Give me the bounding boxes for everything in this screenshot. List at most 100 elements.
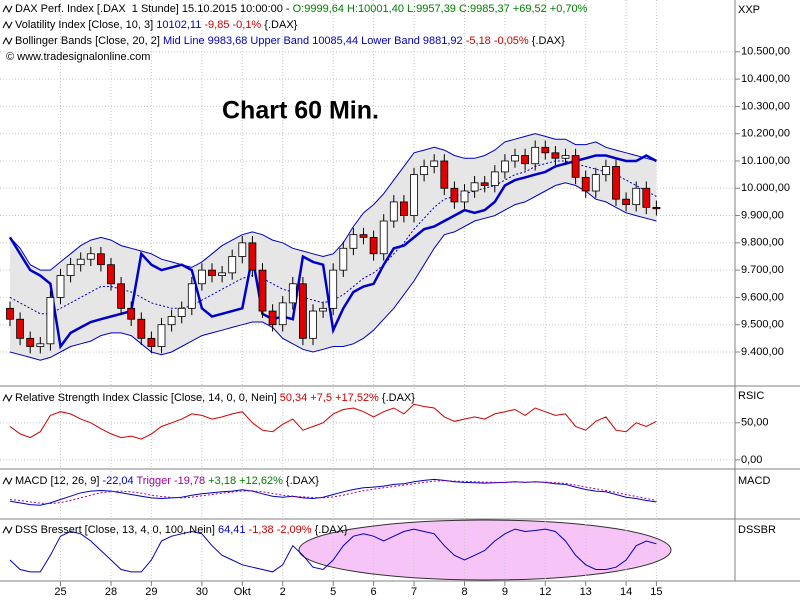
mark-layer bbox=[6, 133, 661, 573]
header-part: {.DAX} bbox=[529, 35, 565, 47]
x-tick-label: Okt bbox=[234, 586, 251, 598]
y-tick-label: 10.300,00 bbox=[741, 100, 790, 112]
header-text: Relative Strength Index Classic [Close, … bbox=[15, 392, 415, 404]
candle-body bbox=[369, 236, 378, 255]
axis-label: MACD bbox=[738, 475, 770, 487]
candle-body bbox=[309, 310, 317, 339]
y-tick-label: 10.100,00 bbox=[741, 155, 790, 167]
candle-body bbox=[632, 187, 641, 206]
text-layer: Chart 60 Min. © www.tradesignalonline.co… bbox=[2, 3, 790, 598]
candle-body bbox=[612, 166, 620, 200]
candle-body bbox=[66, 264, 75, 276]
candle-body bbox=[167, 316, 176, 326]
y-tick-label: 9.500,00 bbox=[741, 319, 784, 331]
candle-body bbox=[218, 272, 227, 276]
header-part: 10102,11 bbox=[156, 19, 201, 31]
series-line bbox=[9, 182, 657, 361]
candle-body bbox=[652, 206, 661, 210]
header-icon bbox=[2, 525, 13, 535]
series-line bbox=[9, 480, 657, 505]
header-part: Trigger -19,78 bbox=[134, 475, 206, 487]
candle-body bbox=[440, 160, 449, 189]
candle-body bbox=[86, 253, 95, 260]
header-part: -5,18 -0,05% bbox=[463, 35, 529, 47]
header-icon bbox=[2, 476, 13, 486]
header-part: +3,18 +12,62% bbox=[205, 475, 283, 487]
candle-body bbox=[36, 343, 45, 347]
x-tick-label: 29 bbox=[145, 586, 157, 598]
y-tick-label: 9.800,00 bbox=[741, 237, 784, 249]
header-part: -1,38 -2,09% bbox=[246, 524, 312, 536]
x-tick-label: 5 bbox=[330, 586, 336, 598]
header-part: 64,41 bbox=[218, 524, 246, 536]
credit: © www.tradesignalonline.com bbox=[6, 51, 150, 63]
candle-body bbox=[339, 247, 348, 271]
header-part: -9,85 -0,1% bbox=[201, 19, 261, 31]
series-line bbox=[8, 154, 657, 350]
header-part: DSS Bressert [Close, 13, 4, 0, 100, Nein… bbox=[15, 524, 218, 536]
x-tick-label: 15 bbox=[650, 586, 662, 598]
x-tick-label: 9 bbox=[502, 586, 508, 598]
header-part: Mid Line 9983,68 Upper Band 10085,44 Low… bbox=[163, 35, 463, 47]
x-tick-label: 30 bbox=[196, 586, 208, 598]
candle-body bbox=[16, 318, 25, 339]
y-tick-label: 0,00 bbox=[741, 454, 762, 466]
y-tick-label: 10.500,00 bbox=[741, 46, 790, 58]
candle-body bbox=[127, 307, 136, 320]
header-part: -22,04 bbox=[102, 475, 133, 487]
candle-body bbox=[76, 258, 85, 266]
header-text: MACD [12, 26, 9] -22,04 Trigger -19,78 +… bbox=[15, 475, 319, 487]
x-tick-label: 8 bbox=[461, 586, 467, 598]
header-icon bbox=[2, 393, 13, 403]
candle-body bbox=[46, 297, 55, 345]
header-part: Volatility Index [Close, 10, 3] bbox=[15, 19, 156, 31]
candle-body bbox=[490, 171, 499, 186]
candle-body bbox=[420, 166, 429, 176]
candle-body bbox=[511, 155, 519, 162]
header-icon bbox=[2, 36, 13, 46]
header-part: {.DAX} bbox=[379, 392, 415, 404]
candle-body bbox=[197, 269, 206, 285]
candle-body bbox=[268, 310, 277, 326]
candle-body bbox=[470, 182, 479, 192]
series-line bbox=[9, 133, 657, 271]
candle-body bbox=[298, 283, 307, 339]
candle-body bbox=[349, 234, 358, 249]
candle-body bbox=[26, 337, 35, 347]
candle-body bbox=[107, 264, 115, 285]
y-tick-label: 9.700,00 bbox=[741, 264, 784, 276]
x-tick-label: 6 bbox=[371, 586, 377, 598]
x-tick-label: 14 bbox=[620, 586, 632, 598]
candle-body bbox=[521, 155, 529, 165]
candle-body bbox=[450, 187, 459, 203]
header-part: MACD [12, 26, 9] bbox=[15, 475, 102, 487]
candle-body bbox=[329, 269, 338, 309]
y-tick-label: 10.000,00 bbox=[741, 182, 790, 194]
header-icon bbox=[2, 4, 13, 14]
candle-body bbox=[379, 220, 388, 255]
header-icon bbox=[2, 20, 13, 30]
header-part: DAX Perf. Index [.DAX 1 Stunde] 15.10.20… bbox=[15, 3, 293, 15]
series-line bbox=[9, 478, 657, 506]
candle-body bbox=[278, 302, 287, 326]
candle-body bbox=[622, 198, 630, 206]
candle-body bbox=[551, 152, 560, 159]
x-tick-label: 7 bbox=[411, 586, 417, 598]
y-tick-label: 9.900,00 bbox=[741, 209, 784, 221]
y-tick-label: 10.400,00 bbox=[741, 73, 790, 85]
chart-title: Chart 60 Min. bbox=[222, 97, 379, 125]
x-tick-label: 2 bbox=[280, 586, 286, 598]
candle-body bbox=[157, 324, 166, 347]
candle-body bbox=[248, 242, 257, 271]
candle-body bbox=[389, 201, 398, 222]
header-part: {.DAX} bbox=[283, 475, 319, 487]
y-tick-label: 9.600,00 bbox=[741, 291, 784, 303]
candle-body bbox=[56, 275, 65, 298]
candle-body bbox=[642, 187, 651, 208]
axis-label: RSIC bbox=[738, 390, 764, 402]
y-tick-label: 10.200,00 bbox=[741, 128, 790, 140]
series-line bbox=[9, 403, 657, 440]
axis-label: DSSBR bbox=[738, 524, 776, 536]
header-part: {.DAX} bbox=[261, 19, 297, 31]
